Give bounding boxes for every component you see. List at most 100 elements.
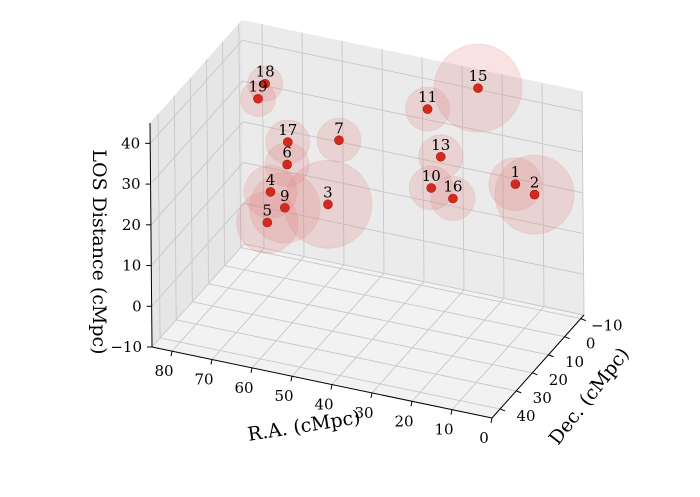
grid-line-z-back xyxy=(243,202,584,275)
x-tick-mark xyxy=(170,351,173,357)
grid-line-z-side xyxy=(150,80,243,185)
tick-labels: 01020304050607080−10010203040−1001020304… xyxy=(110,134,622,447)
grid-line-z-back xyxy=(243,243,585,316)
point-label-18: 18 xyxy=(256,63,275,81)
point-label-19: 19 xyxy=(248,78,267,96)
grid-line-y-side xyxy=(189,77,193,302)
grid-line-x-back xyxy=(501,74,505,299)
point-label-9: 9 xyxy=(280,187,290,205)
y-tick-label: 30 xyxy=(533,389,552,407)
point-2 xyxy=(529,189,540,200)
x-tick-label: 70 xyxy=(194,371,213,389)
y-tick-mark xyxy=(532,372,538,376)
point-label-11: 11 xyxy=(418,88,437,106)
x-tick-label: 0 xyxy=(479,429,489,447)
point-label-2: 2 xyxy=(530,174,540,192)
y-tick-label: 10 xyxy=(565,353,584,371)
x-tick-mark xyxy=(410,401,413,407)
point-label-6: 6 xyxy=(282,144,292,162)
x-tick-mark xyxy=(210,359,213,365)
grid-line-y-side xyxy=(157,113,161,338)
grid-line-y-floor xyxy=(192,301,533,374)
grid-line-x-floor xyxy=(171,247,265,352)
grid-line-z-side xyxy=(150,162,244,266)
grid-line-x-back xyxy=(581,90,585,316)
point-9 xyxy=(280,202,290,213)
point-label-3: 3 xyxy=(323,183,333,201)
z-tick-label: 20 xyxy=(122,216,141,234)
grid-line-z-side xyxy=(149,40,243,144)
grid-line-y-side xyxy=(238,23,242,248)
grid-line-x-floor xyxy=(411,297,505,402)
z-tick-label: 40 xyxy=(121,134,140,152)
point-15 xyxy=(473,83,483,93)
point-3 xyxy=(323,199,333,210)
point-11 xyxy=(422,104,433,114)
x-tick-label: 80 xyxy=(154,362,173,380)
point-label-15: 15 xyxy=(468,67,487,85)
grid-line-x-floor xyxy=(291,272,385,377)
grid-line-x-floor xyxy=(251,264,345,369)
x-tick-label: 30 xyxy=(354,404,373,422)
grid-line-z-back xyxy=(242,39,583,112)
y-tick-label: 0 xyxy=(586,335,596,353)
grid-line-y-side xyxy=(206,59,209,284)
x-tick-label: 50 xyxy=(274,387,293,405)
y-tick-label: 20 xyxy=(549,371,568,389)
point-17 xyxy=(283,137,293,147)
grid-line-x-floor xyxy=(371,289,465,394)
grid-line-y-side xyxy=(222,41,226,266)
y-tick-mark xyxy=(580,318,586,322)
x-tick-mark xyxy=(330,384,333,390)
x-tick-label: 40 xyxy=(314,396,333,414)
point-16 xyxy=(448,193,458,204)
z-tick-label: 0 xyxy=(132,297,142,315)
x-tick-mark xyxy=(290,376,293,382)
z-tick-label: 10 xyxy=(122,257,141,275)
point-label-5: 5 xyxy=(263,202,273,220)
grid-line-x-floor xyxy=(451,306,545,410)
point-4 xyxy=(265,187,276,197)
x-tick-mark xyxy=(250,367,253,373)
grid-line-z-side xyxy=(151,202,244,307)
grid-line-x-back xyxy=(341,40,345,265)
y-tick-mark xyxy=(516,390,522,394)
grid-line-y-side xyxy=(173,95,177,320)
x-axis-label: R.A. (cMpc) xyxy=(246,406,362,446)
grid-line-z-back xyxy=(243,162,584,234)
point-label-17: 17 xyxy=(278,121,297,139)
floor-pane xyxy=(152,244,584,418)
grid-line-x-back xyxy=(541,82,545,307)
point-6 xyxy=(282,159,292,170)
x-tick-label: 10 xyxy=(434,421,453,439)
x-tick-mark xyxy=(370,392,373,399)
y-tick-label: −10 xyxy=(591,317,623,335)
point-label-10: 10 xyxy=(422,167,441,185)
x-tick-mark xyxy=(490,417,493,424)
grid-line-z-back xyxy=(242,80,583,153)
z-axis-label: LOS Distance (cMpc) xyxy=(88,149,110,354)
point-label-13: 13 xyxy=(431,136,450,154)
point-5 xyxy=(262,217,273,228)
point-13 xyxy=(435,151,446,162)
point-label-1: 1 xyxy=(511,163,521,181)
x-tick-label: 20 xyxy=(394,412,413,430)
point-label-4: 4 xyxy=(266,171,276,189)
z-tick-label: −10 xyxy=(110,338,142,356)
point-18 xyxy=(260,78,270,89)
grid-line-y-floor xyxy=(240,247,581,320)
grid-line-x-floor xyxy=(211,256,305,360)
data-points xyxy=(253,78,540,228)
z-axis-line xyxy=(149,122,153,348)
y-axis-line xyxy=(491,314,585,419)
z-tick-label: 30 xyxy=(121,175,140,193)
point-1 xyxy=(510,179,521,189)
grid-line-y-floor xyxy=(176,319,517,392)
grid-line-x-back xyxy=(261,24,265,249)
grid-line-y-floor xyxy=(208,283,549,356)
x-tick-mark xyxy=(450,409,453,415)
grid-line-y-floor xyxy=(224,265,565,338)
point-label-16: 16 xyxy=(443,178,462,196)
